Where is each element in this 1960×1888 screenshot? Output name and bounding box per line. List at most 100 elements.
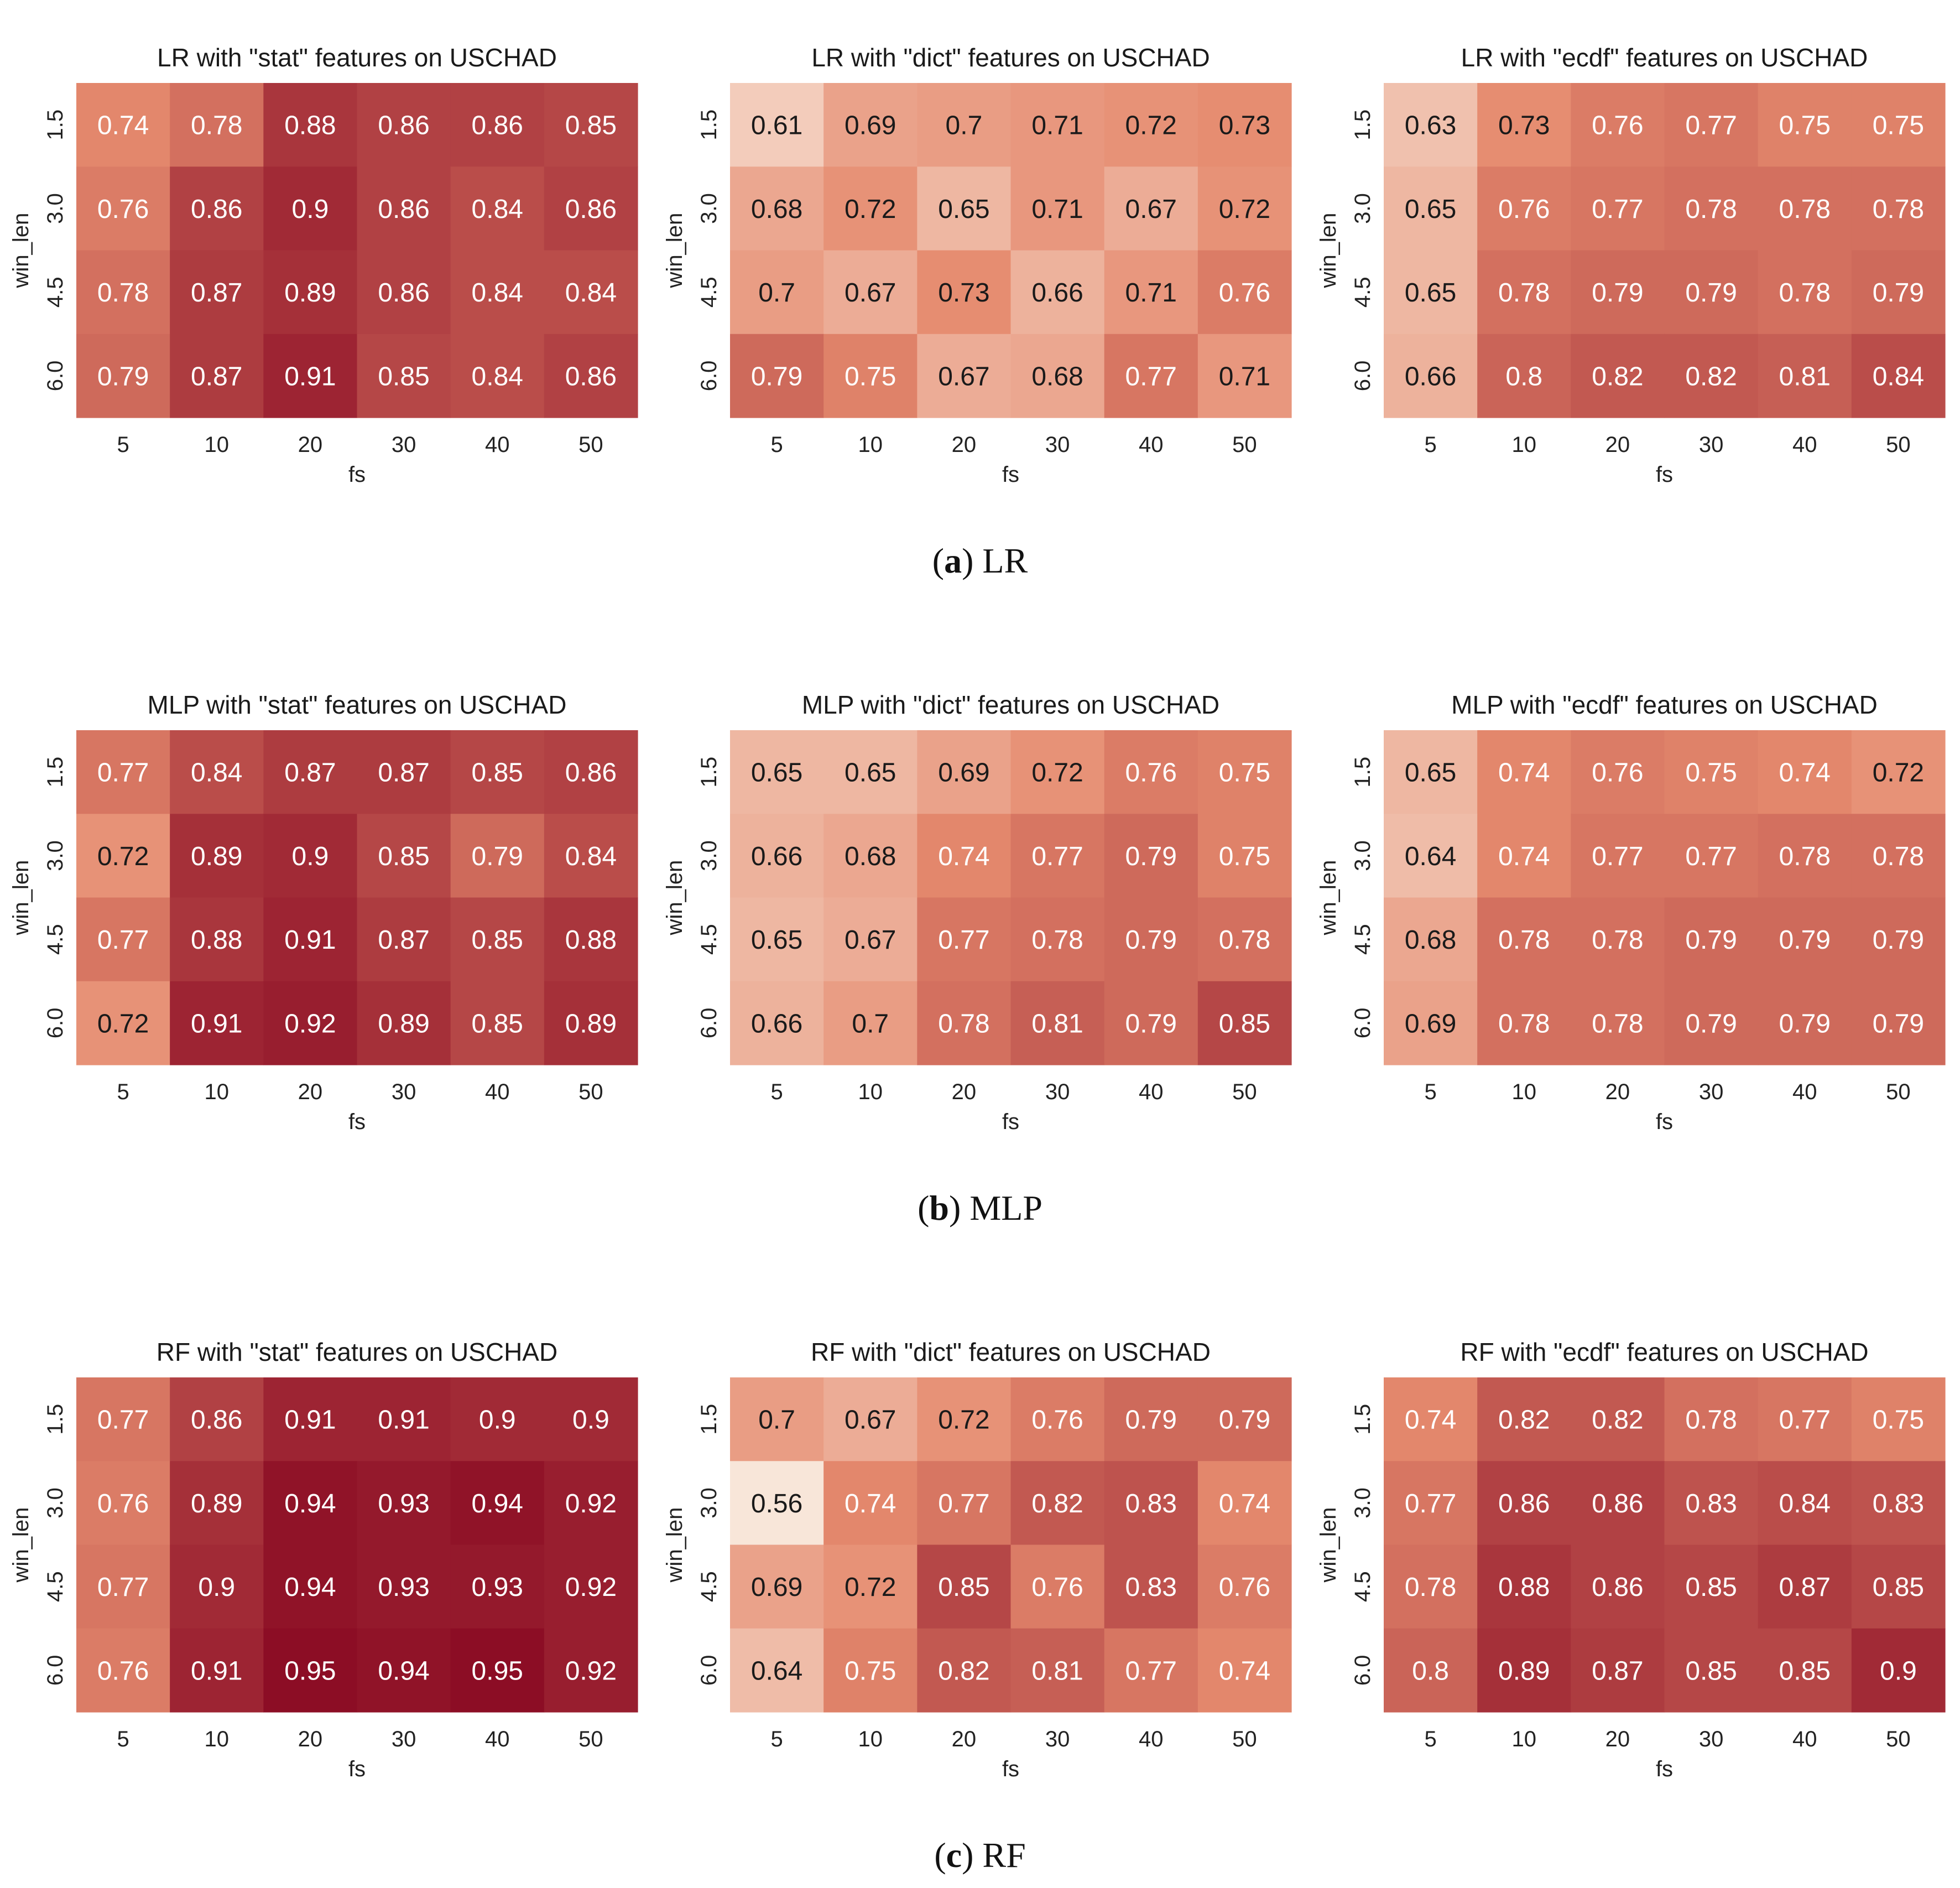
cell-value-label: 0.87 <box>284 758 336 788</box>
cell-value-label: 0.65 <box>845 758 896 788</box>
cell-value-label: 0.71 <box>1125 278 1177 308</box>
heatmap-cell <box>823 250 918 335</box>
x-axis-label: fs <box>348 1110 366 1134</box>
heatmap-cell <box>76 1377 170 1461</box>
heatmap-cell <box>1104 334 1198 418</box>
cell-value-label: 0.9 <box>479 1406 516 1435</box>
cell-value-label: 0.56 <box>751 1489 802 1518</box>
x-tick-label: 40 <box>1139 1727 1164 1751</box>
cell-value-label: 0.9 <box>1880 1656 1917 1686</box>
cell-value-label: 0.74 <box>1405 1406 1456 1435</box>
heatmap-cell <box>170 83 264 167</box>
x-tick-label: 5 <box>1424 1080 1436 1104</box>
heatmap-cell <box>76 167 170 251</box>
cell-value-label: 0.69 <box>845 111 896 141</box>
heatmap-cell <box>1197 981 1292 1065</box>
x-axis-label: fs <box>1656 1757 1673 1781</box>
x-tick-label: 40 <box>485 433 510 457</box>
y-tick-label: 4.5 <box>697 277 721 308</box>
heatmap-cell <box>263 167 358 251</box>
cell-value-label: 0.76 <box>1219 278 1270 308</box>
cell-value-label: 0.76 <box>97 1656 149 1686</box>
cell-value-label: 0.77 <box>1125 362 1177 391</box>
y-tick-label: 1.5 <box>43 757 67 788</box>
y-axis-label: win_len <box>663 860 687 936</box>
cell-value-label: 0.88 <box>284 111 336 141</box>
x-axis-label: fs <box>1656 1110 1673 1134</box>
heatmap-cell <box>1477 897 1571 982</box>
cell-value-label: 0.86 <box>472 111 523 141</box>
heatmap-cell <box>1104 897 1198 982</box>
heatmap-panel: MLP with "stat" features on USCHAD 0.77 0.… <box>9 690 638 1134</box>
cell-value-label: 0.85 <box>1685 1573 1737 1602</box>
heatmap-cell <box>1104 1628 1198 1713</box>
y-tick-label: 3.0 <box>43 840 67 871</box>
cell-value-label: 0.9 <box>292 195 329 224</box>
cell-value-label: 0.71 <box>1219 362 1270 391</box>
heatmap-cell <box>730 334 824 418</box>
cell-value-label: 0.79 <box>1125 1406 1177 1435</box>
cell-value-label: 0.92 <box>565 1656 617 1686</box>
heatmap-cell <box>1571 1377 1665 1461</box>
cell-value-label: 0.63 <box>1405 111 1456 141</box>
heatmap-cell <box>450 334 545 418</box>
heatmap-title: RF with "stat" features on USCHAD <box>157 1338 557 1366</box>
heatmap-cell <box>170 981 264 1065</box>
y-tick-label: 6.0 <box>697 361 721 392</box>
cell-value-label: 0.85 <box>472 925 523 955</box>
heatmap-cell <box>1851 1628 1946 1713</box>
y-tick-label: 1.5 <box>1351 757 1375 788</box>
heatmap-title: RF with "dict" features on USCHAD <box>811 1338 1211 1366</box>
heatmap-cell <box>76 1628 170 1713</box>
heatmap-cell <box>263 1377 358 1461</box>
cell-value-label: 0.88 <box>1498 1573 1550 1602</box>
heatmap-panel: MLP with "dict" features on USCHAD 0.65 0.… <box>663 690 1292 1134</box>
heatmap-cell <box>1010 730 1105 814</box>
cell-value-label: 0.77 <box>1125 1656 1177 1686</box>
heatmap-cell <box>1851 1377 1946 1461</box>
cell-value-label: 0.86 <box>1592 1489 1643 1518</box>
cell-value-label: 0.65 <box>1405 278 1456 308</box>
heatmap-cell <box>450 250 545 335</box>
y-axis-label: win_len <box>1316 213 1341 289</box>
heatmap-cell <box>1851 981 1946 1065</box>
heatmap-panel: RF with "stat" features on USCHAD 0.77 0.8… <box>9 1338 638 1781</box>
cell-value-label: 0.85 <box>472 758 523 788</box>
cell-value-label: 0.91 <box>191 1656 242 1686</box>
x-tick-label: 10 <box>1512 1080 1537 1104</box>
heatmap-cell <box>1851 730 1946 814</box>
heatmap-cell <box>823 167 918 251</box>
heatmap-panel: LR with "ecdf" features on USCHAD 0.63 0.7… <box>1316 43 1946 487</box>
y-axis-label: win_len <box>1316 860 1341 936</box>
x-tick-label: 20 <box>298 1727 323 1751</box>
y-tick-label: 6.0 <box>697 1008 721 1039</box>
x-tick-label: 10 <box>858 433 883 457</box>
heatmap-cell <box>1010 250 1105 335</box>
cell-value-label: 0.77 <box>97 1406 149 1435</box>
cell-value-label: 0.89 <box>565 1009 617 1038</box>
heatmap-cell <box>1571 814 1665 898</box>
cell-value-label: 0.7 <box>852 1009 889 1038</box>
heatmap-cell <box>357 1544 451 1629</box>
heatmap-cell <box>76 730 170 814</box>
heatmap-cell <box>1758 250 1852 335</box>
cell-value-label: 0.82 <box>1592 1406 1643 1435</box>
cell-value-label: 0.77 <box>1405 1489 1456 1518</box>
cell-value-label: 0.78 <box>191 111 242 141</box>
heatmap-panel: LR with "dict" features on USCHAD 0.61 0.6… <box>663 43 1292 487</box>
heatmap-cell <box>730 981 824 1065</box>
x-tick-label: 30 <box>392 433 416 457</box>
heatmap-cell <box>544 1377 638 1461</box>
heatmap-cell <box>1197 167 1292 251</box>
x-tick-label: 30 <box>392 1727 416 1751</box>
cell-value-label: 0.9 <box>198 1573 235 1602</box>
heatmap-panel: RF with "ecdf" features on USCHAD 0.74 0.8… <box>1316 1338 1946 1781</box>
cell-value-label: 0.75 <box>845 362 896 391</box>
cell-value-label: 0.79 <box>472 842 523 871</box>
cell-value-label: 0.86 <box>1592 1573 1643 1602</box>
x-tick-label: 10 <box>858 1727 883 1751</box>
cell-value-label: 0.78 <box>1873 195 1924 224</box>
heatmap-cell <box>76 1461 170 1546</box>
y-tick-label: 3.0 <box>697 1487 721 1518</box>
heatmap-cell <box>1664 1461 1759 1546</box>
